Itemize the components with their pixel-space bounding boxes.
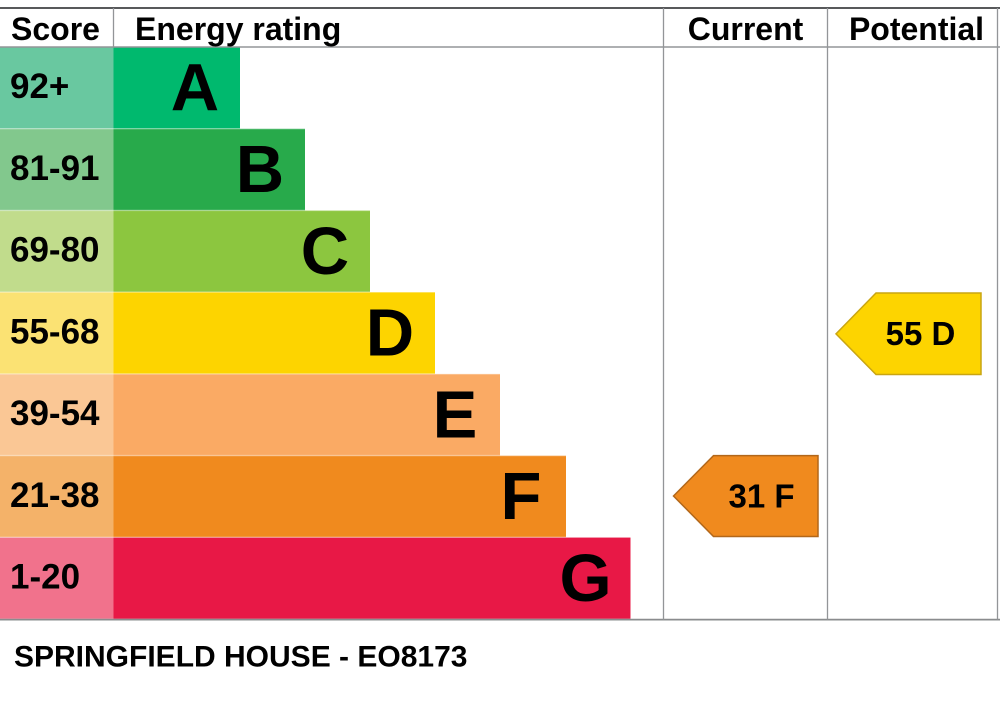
svg-text:D: D — [366, 296, 414, 371]
svg-text:Current: Current — [688, 11, 804, 47]
svg-text:G: G — [559, 541, 611, 616]
svg-text:21-38: 21-38 — [10, 476, 100, 515]
svg-text:A: A — [171, 51, 219, 126]
svg-text:39-54: 39-54 — [10, 394, 100, 433]
svg-text:Potential: Potential — [849, 11, 984, 47]
svg-text:31 F: 31 F — [728, 477, 794, 514]
svg-text:E: E — [433, 377, 478, 452]
svg-text:81-91: 81-91 — [10, 149, 100, 188]
svg-text:C: C — [301, 214, 349, 289]
svg-text:1-20: 1-20 — [10, 558, 80, 597]
svg-text:SPRINGFIELD HOUSE - EO8173: SPRINGFIELD HOUSE - EO8173 — [14, 641, 467, 674]
svg-text:92+: 92+ — [10, 67, 69, 106]
svg-text:55-68: 55-68 — [10, 312, 100, 351]
svg-text:69-80: 69-80 — [10, 231, 100, 270]
svg-text:F: F — [501, 459, 542, 534]
svg-text:Score: Score — [11, 11, 100, 47]
svg-text:B: B — [236, 132, 284, 207]
svg-text:55 D: 55 D — [886, 315, 956, 352]
svg-text:Energy rating: Energy rating — [135, 11, 341, 47]
